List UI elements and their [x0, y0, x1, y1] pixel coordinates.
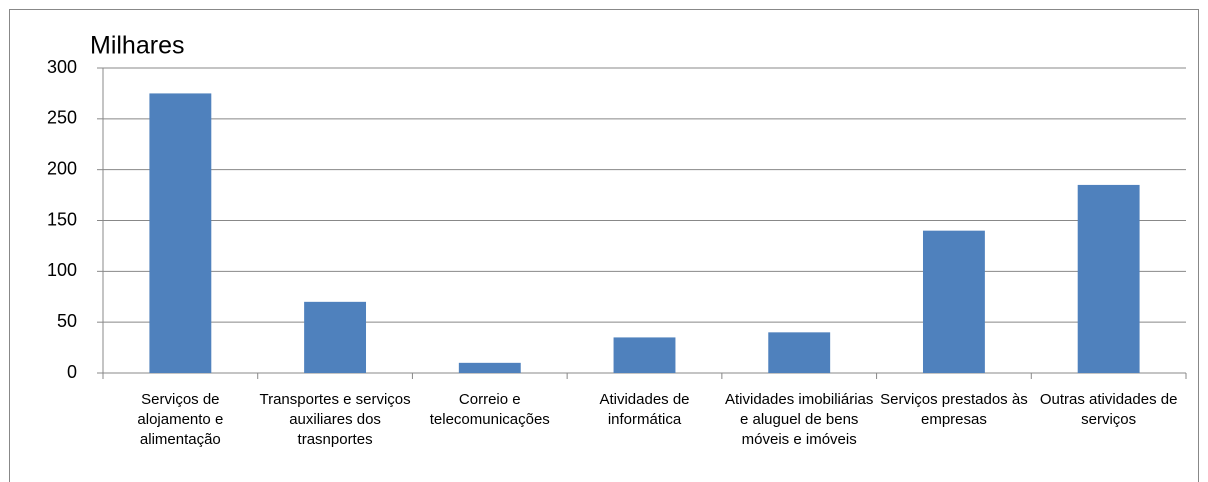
bar: [922, 230, 985, 373]
y-axis-label: Milhares: [90, 32, 184, 60]
y-tick-label: 0: [67, 362, 77, 382]
x-tick-label: Correio e telecomunicações: [429, 391, 550, 428]
x-tick-label: Serviços de alojamento e alimentação: [137, 391, 224, 448]
bar: [458, 362, 521, 373]
y-tick-label: 300: [47, 57, 77, 77]
y-tick-label: 200: [47, 158, 77, 178]
bar: [1077, 184, 1140, 373]
x-tick-label: Serviços prestados às empresas: [880, 391, 1028, 428]
bar: [613, 337, 676, 373]
bar: [768, 332, 831, 373]
bar: [149, 93, 212, 374]
y-tick-label: 100: [47, 260, 77, 280]
x-tick-label: Transportes e serviços auxiliares dos tr…: [259, 391, 411, 448]
x-tick-label: Outras atividades de serviços: [1039, 391, 1178, 428]
x-tick-label: Atividades imobiliárias e aluguel de ben…: [725, 391, 874, 448]
y-tick-label: 50: [57, 311, 77, 331]
bar: [304, 301, 367, 373]
x-tick-label: Atividades de informática: [599, 391, 690, 428]
chart-frame: [9, 9, 1199, 482]
y-tick-label: 150: [47, 209, 77, 229]
y-tick-label: 250: [47, 108, 77, 128]
